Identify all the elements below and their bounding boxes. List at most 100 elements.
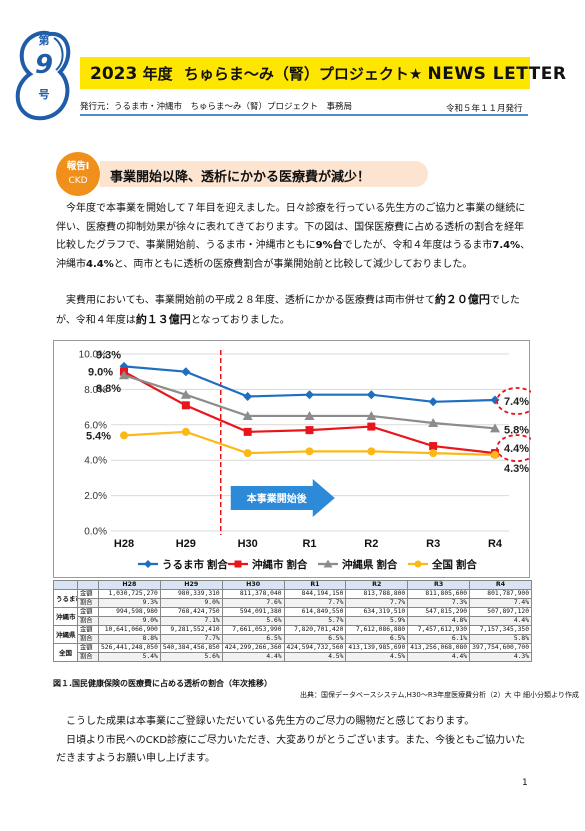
y-tick-label: 0.0%: [84, 527, 107, 538]
share-cell: 7.7%: [159, 634, 223, 644]
data-point: [120, 431, 128, 440]
amount-cell: 7,661,053,990: [221, 625, 285, 635]
share-cell: 4.4%: [469, 616, 532, 626]
title-main: ちゅらま～み（腎）プロジェクト★: [183, 65, 423, 83]
data-label: 4.4%: [504, 443, 529, 455]
share-cell: 7.4%: [469, 598, 532, 608]
p2-highlight-13oku: 約１３億円: [135, 312, 191, 326]
share-cell: 7.7%: [345, 598, 409, 608]
p2-highlight-20oku: 約２０億円: [434, 293, 490, 306]
table-header-year: H30: [221, 580, 285, 590]
legend-label: うるま市 割合: [162, 558, 228, 571]
intro-paragraph: 今年度で本事業を開始して７年目を迎えました。日々診療を行っている先生方のご協力と…: [56, 200, 534, 274]
data-label: 4.3%: [504, 463, 529, 475]
x-tick-label: R2: [364, 538, 378, 550]
table-row: 割合 9.3% 9.0% 7.6% 7.7% 7.7% 7.3% 7.4%: [54, 598, 532, 608]
table-row: 沖縄市 金額 994,598,980 768,424,750 594,091,380 61…: [53, 607, 532, 626]
data-label: 7.4%: [504, 396, 529, 408]
data-point: [428, 397, 438, 407]
share-cell: 5.9%: [345, 616, 409, 626]
share-cell: 4.8%: [407, 616, 471, 626]
region-cell: うるま市: [53, 589, 78, 608]
data-point: [181, 401, 190, 410]
legend-label: 沖縄県 割合: [342, 558, 398, 571]
amount-cell: 397,754,600,700: [469, 643, 532, 653]
amount-cell: 634,319,510: [345, 607, 409, 617]
amount-cell: 7,820,701,420: [283, 625, 347, 635]
p1-highlight-9pct: 9%台: [315, 240, 343, 251]
y-tick-label: 8.0%: [84, 385, 107, 396]
p2-text-c: でしたが、令和４年度は: [56, 295, 520, 326]
amount-cell: 844,194,150: [283, 589, 347, 599]
region-cell: 沖縄県: [53, 625, 78, 644]
data-label: 9.0%: [88, 367, 113, 379]
p1-highlight-okinawa: 4.4%: [86, 258, 114, 270]
amount-cell: 507,897,120: [469, 607, 532, 617]
amount-cell: 811,378,040: [221, 589, 285, 599]
amount-cell: 980,339,310: [159, 589, 223, 599]
project-start-arrow: [230, 479, 335, 517]
region-cell: 全国: [53, 643, 78, 662]
share-cell: 6.5%: [221, 634, 285, 644]
table-row: 割合 8.8% 7.7% 6.5% 6.5% 6.5% 6.1% 5.8%: [54, 634, 532, 644]
cost-paragraph: 実費用においても、事業開始前の平成２８年度、透析にかかる医療費は両市併せて約２０…: [56, 291, 534, 330]
data-point: [367, 422, 376, 431]
y-tick-label: 4.0%: [84, 456, 107, 467]
amount-cell: 801,787,900: [469, 589, 532, 599]
share-cell: 4.5%: [283, 652, 347, 662]
share-cell: 7.7%: [283, 598, 347, 608]
row-type-cell: 割合: [77, 652, 99, 662]
amount-cell: 7,157,345,350: [469, 625, 532, 635]
data-point: [119, 370, 129, 380]
newsletter-title: 2023 年度 ちゅらま～み（腎）プロジェクト★ NEWS LETTER: [90, 63, 567, 84]
data-point: [242, 410, 253, 420]
data-label: 9.3%: [96, 349, 121, 361]
data-point: [305, 426, 314, 435]
table-header-year: R1: [283, 580, 347, 590]
data-point: [367, 447, 376, 456]
y-tick-label: 10.0%: [79, 350, 107, 361]
data-point: [305, 447, 314, 456]
report-badge-topic: CKD: [68, 176, 88, 186]
highlight-circle-okinawa: [496, 434, 531, 463]
title-year: 2023: [90, 64, 138, 84]
p1-text-c: でしたが、令和４年度はうるま市: [342, 240, 493, 251]
p2-text-e: となっておりました。: [190, 314, 290, 326]
share-cell: 9.0%: [98, 616, 161, 626]
amount-cell: 7,612,086,880: [345, 625, 409, 635]
publisher-line: 発行元：うるま市・沖縄市 ちゅらま～み（腎）プロジェクト 事務局: [80, 102, 353, 112]
share-cell: 7.3%: [407, 598, 471, 608]
amount-cell: 994,598,980: [98, 607, 161, 617]
legend-marker: [144, 560, 152, 568]
amount-cell: 424,594,732,560: [283, 643, 347, 653]
amount-cell: 813,788,800: [345, 589, 409, 599]
p1-text-a: 今年度で本事業を開始して７年目を迎えました。日々診療を行っている先生方のご協力と…: [56, 203, 526, 251]
amount-cell: 7,457,612,930: [407, 625, 471, 635]
data-point: [181, 427, 190, 436]
y-tick-label: 2.0%: [84, 491, 107, 502]
data-point: [491, 450, 499, 459]
table-header-row: H28 H29 H30 R1 R2 R3 R4: [53, 580, 532, 590]
share-cell: 9.3%: [98, 598, 161, 608]
row-type-cell: 金額: [77, 625, 99, 635]
issue-badge: 第 9 号: [10, 28, 76, 124]
data-point: [243, 427, 252, 436]
amount-cell: 768,424,750: [159, 607, 223, 617]
amount-cell: 594,091,380: [221, 607, 285, 617]
table-header-year: H28: [98, 580, 161, 590]
cost-table: H28 H29 H30 R1 R2 R3 R4 うるま市金額 1,030,725,…: [53, 580, 532, 662]
data-point: [305, 390, 314, 400]
p2-text-a: 実費用においても、事業開始前の平成２８年度、透析にかかる医療費は両市併せて: [56, 295, 435, 306]
x-tick-label: H29: [176, 538, 196, 550]
issue-number: 9: [34, 50, 54, 80]
y-tick-label: 6.0%: [84, 420, 107, 431]
title-bar: 2023 年度 ちゅらま～み（腎）プロジェクト★ NEWS LETTER: [80, 57, 566, 89]
amount-cell: 1,030,725,270: [98, 589, 161, 599]
share-cell: 4.3%: [469, 652, 532, 662]
amount-cell: 614,849,550: [283, 607, 347, 617]
share-cell: 5.6%: [221, 616, 285, 626]
x-tick-label: H30: [238, 538, 258, 550]
data-label: 5.4%: [86, 430, 111, 442]
table-header-year: R2: [345, 580, 409, 590]
report-badge: 報告Ⅰ CKD: [56, 152, 100, 196]
